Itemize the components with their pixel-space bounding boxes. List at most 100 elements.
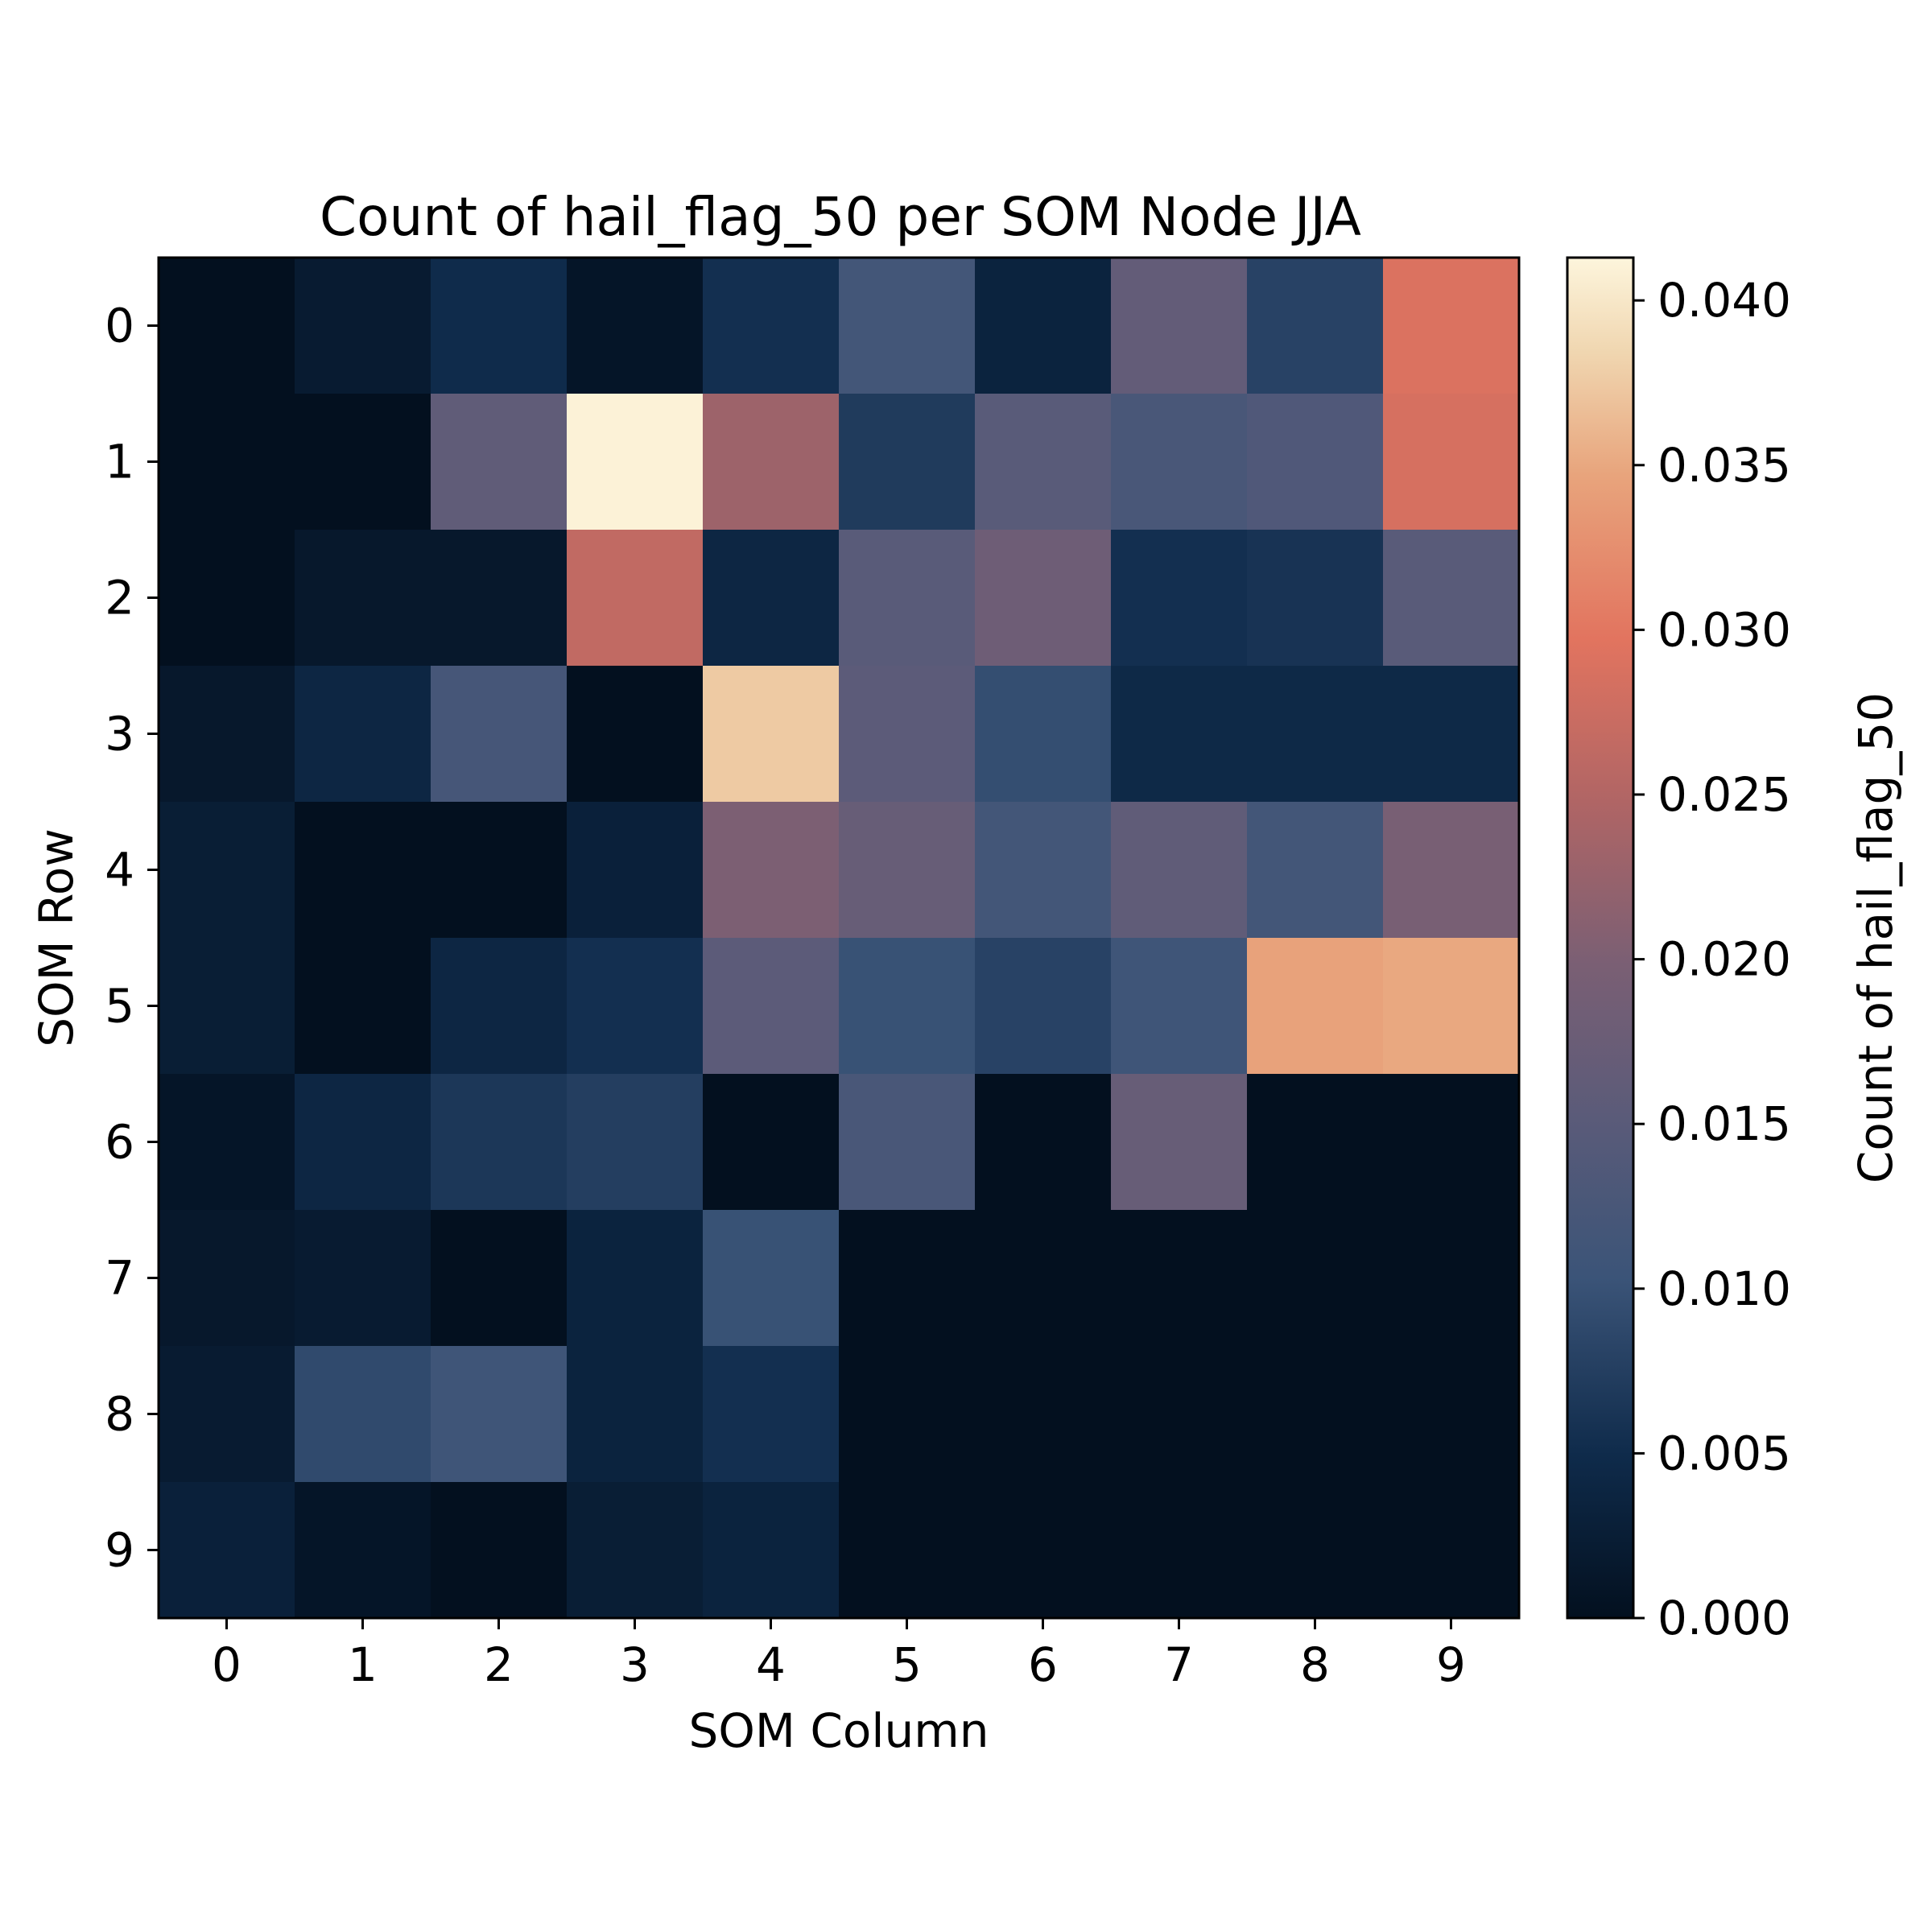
heatmap-cell-r6-c2 [431, 1074, 568, 1211]
heatmap-cell-r1-c8 [1247, 394, 1384, 530]
heatmap-cell-r7-c1 [295, 1210, 431, 1347]
heatmap-cell-r3-c5 [839, 666, 976, 803]
x-tick-label: 4 [756, 1637, 786, 1692]
heatmap-cell-r5-c3 [567, 938, 704, 1075]
y-tick-label: 7 [105, 1251, 134, 1306]
x-tick-label: 3 [620, 1637, 650, 1692]
heatmap-cell-r8-c2 [431, 1346, 568, 1483]
heatmap-cell-r2-c5 [839, 530, 976, 667]
y-tick-label: 1 [105, 435, 134, 489]
heatmap-cell-r8-c6 [975, 1346, 1112, 1483]
heatmap-cell-r0-c7 [1111, 258, 1248, 394]
x-tick-label: 5 [892, 1637, 922, 1692]
colorbar-tick-label: 0.040 [1657, 273, 1791, 328]
y-tick-label: 0 [105, 299, 134, 353]
colorbar [1566, 256, 1635, 1620]
heatmap-cell-r4-c7 [1111, 802, 1248, 939]
heatmap-cell-r0-c8 [1247, 258, 1384, 394]
heatmap-cell-r4-c8 [1247, 802, 1384, 939]
heatmap-cell-r3-c0 [159, 666, 295, 803]
x-tick-label: 7 [1164, 1637, 1194, 1692]
heatmap-cell-r8-c4 [703, 1346, 840, 1483]
heatmap-cell-r2-c9 [1383, 530, 1520, 667]
heatmap-cell-r6-c0 [159, 1074, 295, 1211]
x-axis-ticks: 0 1 2 3 4 5 6 7 8 9 [212, 1618, 1466, 1692]
colorbar-tick-label: 0.025 [1657, 767, 1791, 822]
heatmap-cell-r3-c1 [295, 666, 431, 803]
heatmap-cell-r0-c5 [839, 258, 976, 394]
heatmap-cell-r9-c2 [431, 1482, 568, 1619]
colorbar-tick-label: 0.005 [1657, 1426, 1791, 1480]
colorbar-label: Count of hail_flag_50 [1848, 692, 1903, 1183]
heatmap-cell-r6-c9 [1383, 1074, 1520, 1211]
heatmap-cell-r6-c7 [1111, 1074, 1248, 1211]
y-tick-label: 2 [105, 571, 134, 625]
heatmap-cell-r9-c5 [839, 1482, 976, 1619]
y-tick-label: 6 [105, 1115, 134, 1170]
y-tick-label: 8 [105, 1387, 134, 1442]
heatmap-cell-r1-c9 [1383, 394, 1520, 530]
heatmap-cell-r2-c6 [975, 530, 1112, 667]
heatmap-cell-r5-c8 [1247, 938, 1384, 1075]
heatmap-cell-r9-c4 [703, 1482, 840, 1619]
heatmap-cell-r5-c6 [975, 938, 1112, 1075]
heatmap-cell-r5-c0 [159, 938, 295, 1075]
heatmap-cell-r6-c6 [975, 1074, 1112, 1211]
heatmap-cell-r9-c3 [567, 1482, 704, 1619]
heatmap-cell-r1-c1 [295, 394, 431, 530]
heatmap-cell-r3-c4 [703, 666, 840, 803]
heatmap-cell-r4-c4 [703, 802, 840, 939]
heatmap-cell-r0-c3 [567, 258, 704, 394]
heatmap-cell-r5-c7 [1111, 938, 1248, 1075]
heatmap-cell-r4-c6 [975, 802, 1112, 939]
heatmap-cell-r0-c9 [1383, 258, 1520, 394]
heatmap-cell-r5-c5 [839, 938, 976, 1075]
heatmap-cell-r3-c9 [1383, 666, 1520, 803]
colorbar-tick-label: 0.030 [1657, 602, 1791, 657]
colorbar-tick-label: 0.015 [1657, 1096, 1791, 1151]
heatmap-cell-r9-c8 [1247, 1482, 1384, 1619]
heatmap-cell-r2-c3 [567, 530, 704, 667]
heatmap-cell-r5-c2 [431, 938, 568, 1075]
heatmap-cell-r9-c1 [295, 1482, 431, 1619]
heatmap-cell-r1-c6 [975, 394, 1112, 530]
heatmap-cell-r5-c4 [703, 938, 840, 1075]
heatmap-cell-r4-c1 [295, 802, 431, 939]
heatmap-cell-r7-c3 [567, 1210, 704, 1347]
heatmap-cell-r6-c1 [295, 1074, 431, 1211]
heatmap-cell-r8-c5 [839, 1346, 976, 1483]
x-tick-label: 8 [1300, 1637, 1330, 1692]
heatmap-cell-r3-c6 [975, 666, 1112, 803]
heatmap-cell-r8-c0 [159, 1346, 295, 1483]
x-tick-label: 9 [1436, 1637, 1466, 1692]
heatmap-cell-r3-c3 [567, 666, 704, 803]
heatmap-cell-r0-c1 [295, 258, 431, 394]
colorbar-tick-label: 0.035 [1657, 438, 1791, 493]
heatmap-cell-r8-c8 [1247, 1346, 1384, 1483]
colorbar-tick-label: 0.000 [1657, 1591, 1791, 1645]
heatmap-cell-r4-c2 [431, 802, 568, 939]
heatmap-cell-r1-c0 [159, 394, 295, 530]
heatmap-cell-r2-c2 [431, 530, 568, 667]
x-tick-label: 6 [1028, 1637, 1058, 1692]
heatmap-cells [159, 258, 1520, 1619]
heatmap-cell-r4-c3 [567, 802, 704, 939]
heatmap-cell-r1-c2 [431, 394, 568, 530]
y-tick-label: 5 [105, 979, 134, 1034]
y-tick-label: 9 [105, 1523, 134, 1578]
heatmap-cell-r6-c8 [1247, 1074, 1384, 1211]
heatmap-cell-r8-c1 [295, 1346, 431, 1483]
heatmap-cell-r6-c3 [567, 1074, 704, 1211]
x-tick-label: 1 [348, 1637, 378, 1692]
y-tick-label: 4 [105, 843, 134, 898]
heatmap-cell-r1-c5 [839, 394, 976, 530]
heatmap-cell-r1-c4 [703, 394, 840, 530]
heatmap-cell-r0-c0 [159, 258, 295, 394]
heatmap-cell-r3-c2 [431, 666, 568, 803]
heatmap-cell-r0-c4 [703, 258, 840, 394]
chart-title: Count of hail_flag_50 per SOM Node JJA [320, 186, 1361, 248]
heatmap-cell-r9-c9 [1383, 1482, 1520, 1619]
heatmap-cell-r9-c0 [159, 1482, 295, 1619]
heatmap-cell-r1-c7 [1111, 394, 1248, 530]
heatmap-cell-r3-c8 [1247, 666, 1384, 803]
